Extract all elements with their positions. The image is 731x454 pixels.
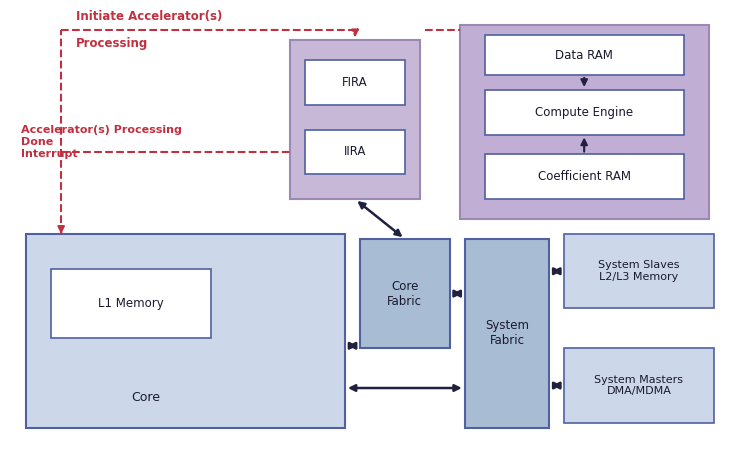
Text: Core: Core (132, 391, 160, 405)
Text: FIRA: FIRA (342, 76, 368, 89)
Text: System Slaves
L2/L3 Memory: System Slaves L2/L3 Memory (598, 261, 680, 282)
Bar (485, 35, 683, 75)
Text: System
Fabric: System Fabric (485, 319, 529, 347)
Bar (306, 60, 405, 105)
Bar (51, 269, 211, 338)
Text: L1 Memory: L1 Memory (98, 297, 164, 310)
Bar (306, 129, 405, 174)
Bar (26, 234, 345, 428)
Bar (460, 25, 708, 219)
Text: Coefficient RAM: Coefficient RAM (538, 170, 631, 183)
Text: IIRA: IIRA (344, 145, 366, 158)
Text: Processing: Processing (76, 37, 148, 50)
Bar (485, 90, 683, 134)
Bar (360, 239, 450, 348)
Text: System Masters
DMA/MDMA: System Masters DMA/MDMA (594, 375, 683, 396)
Text: Compute Engine: Compute Engine (535, 106, 633, 118)
Text: Core
Fabric: Core Fabric (387, 280, 423, 308)
Text: Data RAM: Data RAM (556, 49, 613, 62)
Text: Initiate Accelerator(s): Initiate Accelerator(s) (76, 10, 222, 23)
Bar (465, 239, 549, 428)
Text: Accelerator(s) Processing
Done
Interrupt: Accelerator(s) Processing Done Interrupt (21, 125, 182, 159)
Bar (564, 348, 713, 423)
Bar (485, 154, 683, 199)
Bar (564, 234, 713, 309)
Bar (290, 40, 420, 199)
